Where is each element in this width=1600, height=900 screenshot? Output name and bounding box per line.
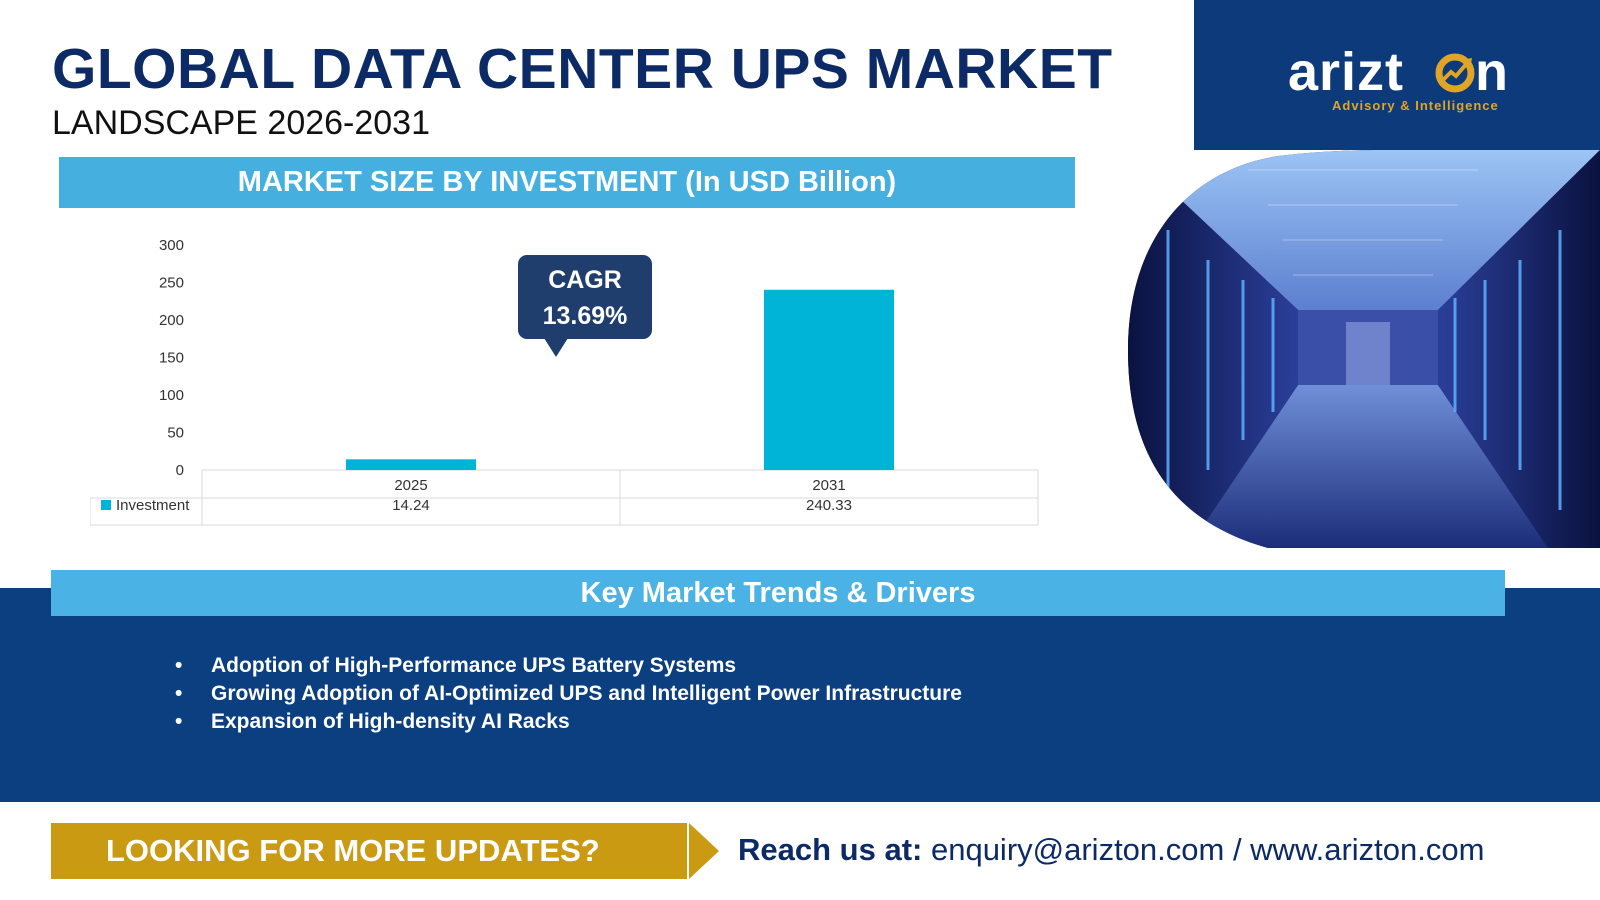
table-value: 14.24 — [392, 497, 430, 514]
x-category-label: 2025 — [394, 477, 427, 494]
trend-item: • Adoption of High-Performance UPS Batter… — [175, 652, 962, 680]
bullet-icon: • — [175, 710, 183, 733]
trend-item-text: Adoption of High-Performance UPS Battery… — [211, 654, 737, 677]
svg-text:n: n — [1475, 42, 1508, 102]
reach-label: Reach us at: — [738, 832, 923, 867]
trend-item-text: Expansion of High-density AI Racks — [211, 710, 570, 733]
y-tick-label: 300 — [159, 237, 184, 254]
cagr-callout-pointer — [544, 338, 568, 357]
y-tick-label: 100 — [159, 387, 184, 404]
chevron-right-icon — [689, 823, 719, 879]
legend-swatch — [101, 500, 111, 510]
data-center-image — [1128, 150, 1600, 548]
investment-bar-chart: 0 50 100 150 200 250 300 2025 14.24 2031 240.33 Inv… — [90, 237, 1039, 526]
logo-panel — [1194, 0, 1600, 150]
y-tick-label: 150 — [159, 350, 184, 367]
brand-wordmark: arizt n — [1288, 42, 1528, 111]
trends-heading: Key Market Trends & Drivers — [51, 570, 1505, 616]
table-value: 240.33 — [806, 497, 852, 514]
updates-banner[interactable]: LOOKING FOR MORE UPDATES? — [51, 823, 687, 879]
bullet-icon: • — [175, 682, 183, 705]
y-tick-label: 50 — [167, 425, 184, 442]
bar — [764, 289, 894, 470]
svg-text:arizt: arizt — [1288, 42, 1404, 102]
brand-wordmark-graphic: arizt n — [1288, 42, 1508, 102]
updates-banner-text: LOOKING FOR MORE UPDATES? — [106, 833, 600, 868]
y-tick-label: 250 — [159, 275, 184, 292]
market-size-heading: MARKET SIZE BY INVESTMENT (In USD Billio… — [59, 157, 1075, 208]
cagr-value: 13.69% — [543, 302, 628, 330]
bullet-icon: • — [175, 654, 183, 677]
cagr-callout-box — [518, 255, 652, 339]
contact-links[interactable]: enquiry@arizton.com / www.arizton.com — [930, 832, 1485, 867]
trends-heading-text: Key Market Trends & Drivers — [580, 576, 976, 609]
brand-tagline: Advisory & Intelligence — [1332, 98, 1499, 113]
trend-item: • Growing Adoption of AI-Optimized UPS an… — [175, 680, 962, 708]
page-title: GLOBAL DATA CENTER UPS MARKET — [52, 37, 1113, 101]
page-subtitle: LANDSCAPE 2026-2031 — [52, 104, 431, 142]
trends-band — [0, 588, 1600, 802]
trend-item-text: Growing Adoption of AI-Optimized UPS and… — [211, 682, 962, 705]
y-tick-label: 0 — [176, 462, 184, 479]
brand-logo: arizt n Advisory & Intelligence — [1288, 42, 1528, 122]
y-tick-label: 200 — [159, 312, 184, 329]
bar — [346, 459, 476, 470]
cagr-label: CAGR — [548, 266, 622, 294]
trends-list: • Adoption of High-Performance UPS Batter… — [175, 652, 962, 736]
market-size-heading-text: MARKET SIZE BY INVESTMENT (In USD Billio… — [237, 166, 897, 198]
contact-line: Reach us at: enquiry@arizton.com / www.a… — [738, 832, 1484, 868]
trend-item: • Expansion of High-density AI Racks — [175, 708, 962, 736]
legend-label: Investment — [116, 497, 190, 514]
x-category-label: 2031 — [812, 477, 845, 494]
